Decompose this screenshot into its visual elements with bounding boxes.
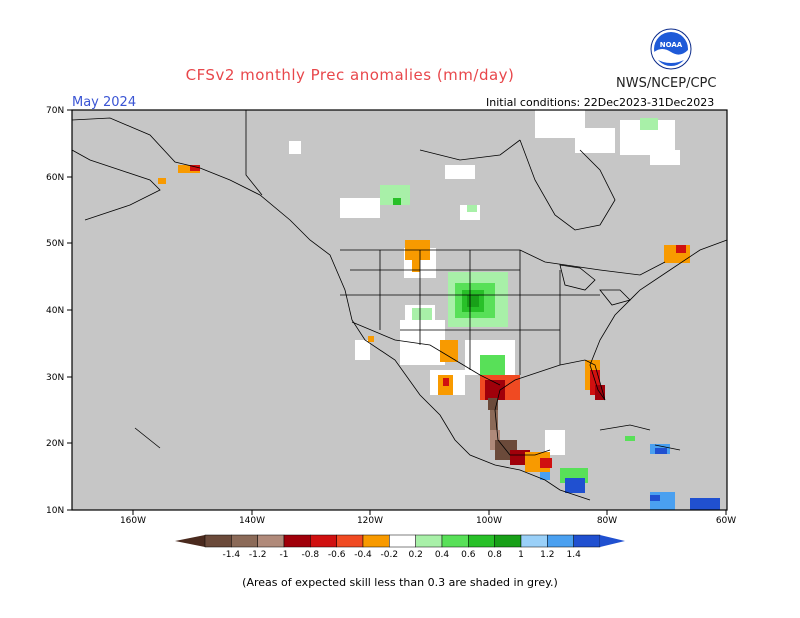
- colorbar-cell: [389, 534, 416, 548]
- colorbar-cell: [468, 534, 495, 548]
- colorbar-label: 1.2: [540, 550, 554, 560]
- colorbar-right-arrow: [600, 535, 625, 547]
- lat-label-10n: 10N: [46, 506, 64, 516]
- colorbar-label: 0.6: [461, 550, 476, 560]
- initial-conditions: Initial conditions: 22Dec2023-31Dec2023: [486, 96, 715, 109]
- noaa-logo: NOAA: [650, 28, 692, 70]
- colorbar-cell: [310, 534, 337, 548]
- lat-label-50n: 50N: [46, 239, 64, 249]
- svg-text:NOAA: NOAA: [660, 41, 683, 49]
- colorbar-cell: [231, 534, 258, 548]
- colorbar-cell: [494, 534, 522, 548]
- lon-label-100w: 100W: [476, 516, 502, 526]
- lat-axis: 70N 60N 50N 40N 30N 20N 10N: [46, 106, 72, 516]
- map-background: [72, 110, 727, 510]
- colorbar-cell: [283, 534, 311, 548]
- colorbar-label: -0.8: [302, 550, 320, 560]
- colorbar-label: 0.4: [435, 550, 450, 560]
- map-outlines: [71, 110, 728, 501]
- colorbar-cell: [204, 534, 232, 548]
- colorbar-cell: [362, 534, 390, 548]
- wet-patches: [540, 444, 720, 510]
- lat-label-20n: 20N: [46, 439, 64, 449]
- lon-axis: 160W 140W 120W 100W 80W 60W: [120, 510, 736, 526]
- lat-label-40n: 40N: [46, 306, 64, 316]
- lat-label-60n: 60N: [46, 173, 64, 183]
- colorbar-cell: [547, 534, 574, 548]
- lon-label-160w: 160W: [120, 516, 146, 526]
- colorbar-label: -1.4: [223, 550, 241, 560]
- colorbar-label: 0.2: [409, 550, 423, 560]
- skill-footnote: (Areas of expected skill less than 0.3 a…: [242, 576, 558, 589]
- colorbar-cell: [441, 534, 469, 548]
- lon-label-120w: 120W: [357, 516, 383, 526]
- lat-label-30n: 30N: [46, 373, 64, 383]
- agency-label: NWS/NCEP/CPC: [616, 76, 717, 91]
- colorbar-left-arrow: [175, 535, 205, 547]
- colorbar-cell: [336, 534, 364, 548]
- colorbar-label: 1: [518, 550, 524, 560]
- colorbar-label: -0.6: [328, 550, 346, 560]
- map-title: CFSv2 monthly Prec anomalies (mm/day): [0, 66, 800, 84]
- colorbar-label: 0.8: [488, 550, 503, 560]
- lon-label-140w: 140W: [239, 516, 265, 526]
- positive-patches: [380, 118, 658, 483]
- colorbar-label: -1.2: [249, 550, 267, 560]
- colorbar-label: -0.2: [381, 550, 399, 560]
- forecast-month: May 2024: [72, 95, 137, 110]
- colorbar-cell: [520, 534, 548, 548]
- colorbar-label: -0.4: [354, 550, 372, 560]
- lon-label-80w: 80W: [597, 516, 617, 526]
- colorbar: -1.4 -1.2 -1 -0.8 -0.6 -0.4 -0.2 0.2 0.4 0.6 0.8 1 1…: [175, 534, 625, 560]
- colorbar-cell: [573, 534, 601, 548]
- colorbar-label: -1: [280, 550, 289, 560]
- colorbar-label: 1.4: [567, 550, 582, 560]
- colorbar-cell: [257, 534, 285, 548]
- lat-label-70n: 70N: [46, 106, 64, 116]
- colorbar-cell: [415, 534, 443, 548]
- lon-label-60w: 60W: [716, 516, 736, 526]
- map-title-text: CFSv2 monthly Prec anomalies (mm/day): [185, 66, 515, 84]
